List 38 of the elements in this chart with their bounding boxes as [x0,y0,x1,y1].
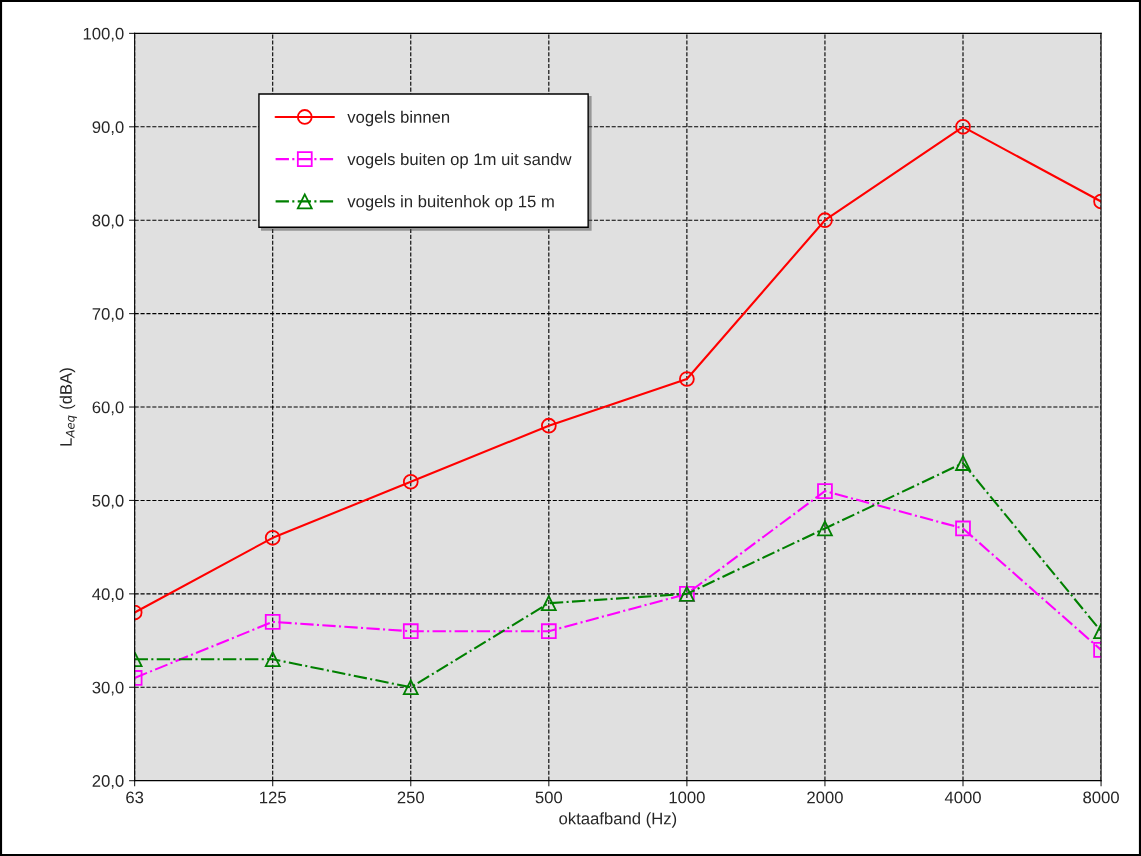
x-tick-label: 500 [535,791,563,804]
point [955,520,971,537]
x-tick-label: 2000 [807,791,843,804]
point [264,529,281,546]
x-tick-label: 250 [397,791,425,804]
y-tick-label: 100,0 [83,27,124,42]
y-tick-label: 40,0 [92,588,124,603]
point [955,118,971,135]
y-tick-label: 60,0 [92,401,124,416]
point [817,483,833,499]
x-tick-label: 4000 [944,791,981,804]
point [540,623,557,640]
point [264,614,281,630]
y-tick-label: 80,0 [92,214,124,229]
y-tick-label: 90,0 [92,121,124,135]
point [679,371,695,387]
y-tick-label: 50,0 [92,494,124,509]
x-tick-label: 125 [260,791,286,804]
legend-label: vogels in buitenhok op 15 m [347,195,554,211]
legend-label: vogels binnen [347,110,450,127]
x-axis-title: oktaafband (Hz) [559,812,677,828]
point [540,595,557,612]
point [402,679,419,696]
y-tick-label: 70,0 [92,308,124,322]
x-tick-label: 63 [126,791,144,804]
point [402,623,419,640]
point [817,212,833,229]
point [817,520,833,537]
point [955,455,971,471]
y-tick-label: 30,0 [92,681,124,696]
point [540,417,557,434]
point [264,651,281,668]
x-tick-label: 1000 [669,791,705,804]
point [402,473,419,490]
y-tick-label: 20,0 [92,775,124,789]
legend-label: vogels buiten op 1m uit sandw [347,152,572,169]
y-axis-title: L$_{Aeq}$ (dBA) [59,368,77,446]
x-tick-label: 8000 [1083,791,1119,804]
